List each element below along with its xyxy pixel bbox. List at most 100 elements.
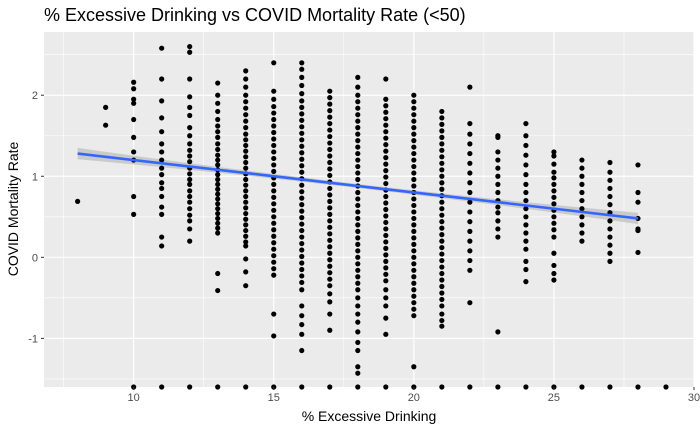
data-point bbox=[299, 247, 305, 253]
data-point bbox=[579, 384, 585, 390]
data-point bbox=[439, 244, 445, 251]
data-point bbox=[215, 287, 221, 294]
data-point bbox=[159, 141, 165, 147]
data-point bbox=[215, 196, 221, 202]
data-point bbox=[187, 181, 193, 187]
data-point bbox=[411, 144, 417, 150]
data-point bbox=[607, 193, 613, 200]
data-point bbox=[523, 214, 529, 220]
data-point bbox=[299, 221, 305, 227]
data-point bbox=[355, 235, 361, 241]
data-point bbox=[327, 140, 333, 146]
data-point bbox=[327, 120, 333, 127]
data-point bbox=[411, 293, 417, 299]
data-point bbox=[383, 129, 389, 135]
data-point bbox=[271, 168, 277, 175]
data-point bbox=[383, 148, 389, 154]
data-point bbox=[383, 180, 389, 187]
data-point bbox=[243, 216, 249, 222]
data-point bbox=[467, 219, 473, 225]
data-point bbox=[411, 99, 417, 105]
data-point bbox=[299, 143, 305, 149]
data-point bbox=[327, 327, 333, 333]
data-point bbox=[439, 134, 445, 140]
data-point bbox=[355, 92, 361, 98]
data-point bbox=[635, 384, 641, 390]
data-point bbox=[299, 111, 305, 117]
data-point bbox=[327, 224, 333, 230]
data-point bbox=[299, 91, 305, 97]
data-point bbox=[327, 231, 333, 237]
data-point bbox=[299, 331, 305, 337]
data-point bbox=[439, 121, 445, 127]
data-point bbox=[523, 181, 529, 187]
data-point bbox=[523, 162, 529, 168]
data-point bbox=[159, 115, 165, 121]
data-point bbox=[467, 257, 473, 264]
data-point bbox=[495, 165, 501, 171]
data-point bbox=[327, 159, 333, 166]
data-point bbox=[243, 148, 249, 154]
data-point bbox=[271, 259, 277, 265]
data-point bbox=[355, 157, 361, 163]
data-point bbox=[439, 141, 445, 147]
data-point bbox=[159, 76, 165, 82]
data-point bbox=[271, 188, 277, 194]
data-point bbox=[271, 214, 277, 220]
data-point bbox=[607, 258, 613, 264]
data-point bbox=[215, 215, 221, 222]
data-point bbox=[299, 384, 305, 390]
data-point bbox=[327, 276, 333, 282]
data-point bbox=[215, 157, 221, 163]
data-point bbox=[579, 189, 585, 196]
data-point bbox=[271, 201, 277, 207]
data-point bbox=[187, 76, 193, 82]
data-point bbox=[271, 136, 277, 142]
data-point bbox=[299, 273, 305, 279]
data-point bbox=[327, 153, 333, 159]
data-point bbox=[355, 319, 361, 325]
x-axis-title: % Excessive Drinking bbox=[302, 408, 437, 424]
data-point bbox=[439, 251, 445, 257]
data-point bbox=[495, 149, 501, 155]
y-tick-label: 0 bbox=[32, 252, 38, 264]
data-point bbox=[327, 263, 333, 269]
data-point bbox=[159, 211, 165, 217]
data-point bbox=[187, 218, 193, 224]
data-point bbox=[523, 152, 529, 158]
data-point bbox=[495, 329, 501, 335]
data-point bbox=[551, 201, 557, 207]
data-point bbox=[243, 92, 249, 98]
data-point bbox=[215, 141, 221, 147]
data-point bbox=[215, 201, 221, 207]
data-point bbox=[607, 242, 613, 248]
trend-line-layer bbox=[77, 152, 639, 220]
data-point bbox=[355, 287, 361, 293]
data-point bbox=[215, 152, 221, 158]
data-point bbox=[215, 181, 221, 187]
data-point bbox=[411, 280, 417, 286]
data-point bbox=[299, 150, 305, 156]
data-point bbox=[159, 384, 165, 390]
data-point bbox=[439, 277, 445, 283]
data-point bbox=[523, 197, 529, 204]
data-point bbox=[383, 213, 389, 219]
data-point bbox=[271, 220, 277, 226]
data-point bbox=[187, 238, 193, 244]
data-point bbox=[383, 265, 389, 271]
data-point bbox=[327, 198, 333, 204]
data-point bbox=[215, 384, 221, 390]
data-point bbox=[523, 172, 529, 178]
data-point bbox=[215, 172, 221, 178]
data-point bbox=[411, 183, 417, 189]
data-point bbox=[579, 181, 585, 187]
data-point bbox=[411, 222, 417, 228]
data-point bbox=[215, 206, 221, 212]
data-point bbox=[215, 123, 221, 129]
data-point bbox=[159, 193, 165, 200]
data-point bbox=[271, 207, 277, 213]
data-point bbox=[299, 313, 305, 319]
data-point bbox=[299, 195, 305, 201]
data-point bbox=[299, 182, 305, 188]
data-point bbox=[187, 193, 193, 200]
